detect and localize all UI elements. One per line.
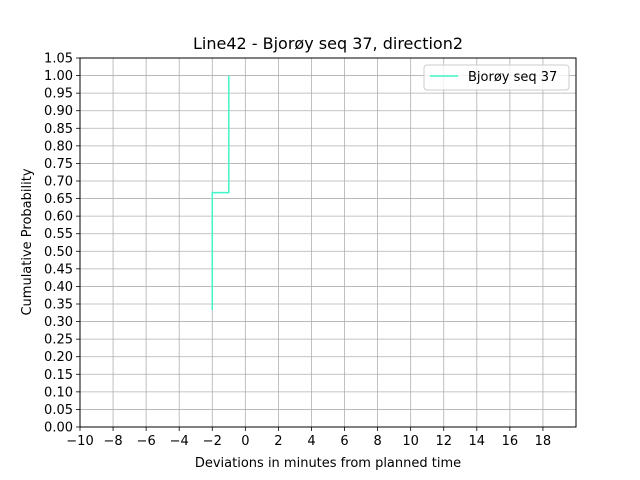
y-axis-label: Cumulative Probability xyxy=(20,168,35,315)
series-line xyxy=(211,75,230,310)
legend-box xyxy=(423,64,570,91)
x-tick-label: 16 xyxy=(502,434,519,449)
y-tick-label: 0.75 xyxy=(44,157,73,172)
y-tick-label: 0.15 xyxy=(44,368,73,383)
y-tick-label: 0.90 xyxy=(44,104,73,119)
x-tick-label: 12 xyxy=(435,434,452,449)
y-tick-label: 0.80 xyxy=(44,139,73,154)
x-axis-label: Deviations in minutes from planned time xyxy=(195,456,461,471)
x-tick-label: 0 xyxy=(241,434,249,449)
y-tick-label: 0.30 xyxy=(44,315,73,330)
y-tick-label: 0.20 xyxy=(44,350,73,365)
y-tick-label: 0.70 xyxy=(44,175,73,190)
y-tick-label: 0.05 xyxy=(44,403,73,418)
y-tick-label: 0.50 xyxy=(44,245,73,260)
x-tick-label: 4 xyxy=(307,434,315,449)
y-tick-label: 0.85 xyxy=(44,122,73,137)
y-tick-label: 0.25 xyxy=(44,333,73,348)
x-tick-label: −10 xyxy=(66,434,93,449)
x-tick-label: −8 xyxy=(103,434,122,449)
x-tick-label: −4 xyxy=(170,434,189,449)
y-tick-label: 0.00 xyxy=(44,421,73,436)
y-tick-label: 0.95 xyxy=(44,87,73,102)
x-tick-label: 14 xyxy=(469,434,486,449)
x-tick-label: −2 xyxy=(203,434,222,449)
x-tick-label: 6 xyxy=(340,434,348,449)
chart-title: Line42 - Bjorøy seq 37, direction2 xyxy=(193,34,463,53)
y-tick-label: 0.45 xyxy=(44,262,73,277)
x-tick-label: 8 xyxy=(373,434,381,449)
ticks: −10 −8 −6 −4 −2 0 2 4 6 8 10 12 14 16 18 0.00 0.05 0.10 0.… xyxy=(44,52,551,450)
y-tick-label: 0.40 xyxy=(44,280,73,295)
legend-label: Bjorøy seq 37 xyxy=(468,70,557,85)
legend: Bjorøy seq 37 xyxy=(423,64,570,91)
x-tick-label: 2 xyxy=(274,434,282,449)
y-tick-label: 0.10 xyxy=(44,385,73,400)
y-tick-label: 0.35 xyxy=(44,298,73,313)
x-tick-label: 10 xyxy=(402,434,419,449)
plot-frame xyxy=(79,57,577,428)
series-layer xyxy=(211,75,230,310)
y-tick-label: 1.00 xyxy=(44,69,73,84)
y-tick-label: 0.60 xyxy=(44,210,73,225)
x-tick-label: −6 xyxy=(137,434,156,449)
y-tick-label: 0.55 xyxy=(44,227,73,242)
y-tick-label: 0.65 xyxy=(44,192,73,207)
x-tick-label: 18 xyxy=(535,434,552,449)
y-tick-label: 1.05 xyxy=(44,52,73,67)
